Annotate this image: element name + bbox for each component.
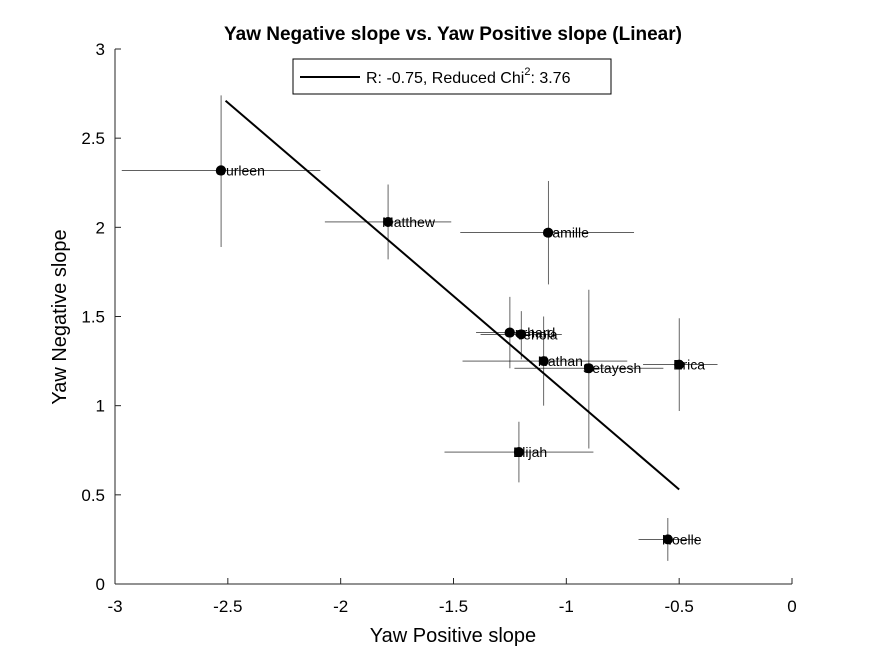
data-point-label: Elijah (513, 444, 547, 460)
x-axis-label: Yaw Positive slope (370, 625, 536, 647)
y-tick-label: 2 (96, 218, 105, 237)
data-point (383, 216, 394, 227)
x-tick-label: -2.5 (213, 597, 242, 616)
data-point-label: Matthew (382, 214, 436, 230)
legend-label-tail: : 3.76 (530, 70, 570, 87)
data-point-label: Noelle (662, 531, 702, 547)
data-point-label: Camille (542, 225, 589, 241)
x-tick-label: -1 (559, 597, 574, 616)
plot-area: -3 -2.5 -2 -1.5 -1 -0.5 0 0 0.5 1 1.5 2 2.5 3 Gurleen M… (81, 40, 796, 616)
chart-title: Yaw Negative slope vs. Yaw Positive slop… (224, 24, 682, 45)
data-point (674, 359, 685, 370)
y-tick-label: 1 (96, 397, 105, 416)
data-point-label: Setayesh (583, 360, 641, 376)
data-point (583, 363, 594, 374)
data-point (216, 165, 227, 176)
legend-label-superscript: 2 (524, 66, 530, 78)
y-tick-label: 2.5 (81, 129, 105, 148)
y-tick-label: 1.5 (81, 308, 105, 327)
x-tick-label: 0 (787, 597, 796, 616)
data-point-label: Nathan (538, 353, 583, 369)
y-axis-label: Yaw Negative slope (49, 229, 71, 404)
y-tick-label: 3 (96, 40, 105, 59)
y-tick-label: 0 (96, 575, 105, 594)
data-point (504, 327, 515, 338)
data-point (513, 447, 524, 458)
data-point-label: Yehola (515, 326, 558, 342)
data-point (543, 227, 554, 238)
x-tick-label: -0.5 (665, 597, 694, 616)
data-point (516, 329, 527, 340)
x-tick-label: -1.5 (439, 597, 468, 616)
legend: R: -0.75, Reduced Chi2: 3.76 (292, 58, 612, 95)
data-point (538, 356, 549, 367)
data-point-label: Erica (673, 357, 705, 373)
fit-line (224, 99, 680, 491)
legend-text: R: -0.75, Reduced Chi2: 3.76 (366, 66, 571, 87)
y-tick-label: 0.5 (81, 486, 105, 505)
x-tick-label: -2 (333, 597, 348, 616)
data-point-label: Gurleen (215, 162, 265, 178)
legend-label-main: R: -0.75, Reduced Chi (366, 70, 524, 87)
x-tick-label: -3 (107, 597, 122, 616)
data-point (662, 534, 673, 545)
